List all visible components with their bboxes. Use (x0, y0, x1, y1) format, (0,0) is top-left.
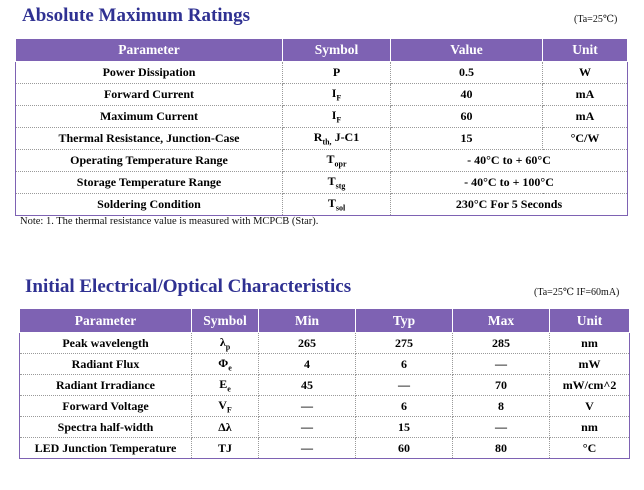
cell-symbol: Ee (191, 374, 259, 396)
cell-unit: W (542, 61, 628, 84)
table-row: Storage Temperature Range Tstg - 40°C to +… (15, 171, 628, 194)
cell-unit: nm (549, 416, 630, 438)
column-header-value: Value (390, 38, 543, 62)
table-header-row: Parameter Symbol Min Typ Max Unit (19, 308, 630, 333)
column-header-typ: Typ (355, 308, 453, 333)
cell-unit: V (549, 395, 630, 417)
cell-value: 15 (390, 127, 543, 150)
cell-unit: °C (549, 437, 630, 459)
cell-parameter: LED Junction Temperature (19, 437, 192, 459)
cell-symbol: Rth, J-C1 (282, 127, 391, 150)
thermal-note: Note: 1. The thermal resistance value is… (20, 216, 319, 227)
cell-symbol: P (282, 61, 391, 84)
cell-parameter: Peak wavelength (19, 332, 192, 354)
cell-typ: 275 (355, 332, 453, 354)
cell-min: — (258, 395, 356, 417)
cell-symbol: IF (282, 105, 391, 128)
cell-parameter: Thermal Resistance, Junction-Case (15, 127, 283, 150)
cell-typ: 6 (355, 395, 453, 417)
table-row: Operating Temperature Range Topr - 40°C to… (15, 149, 628, 172)
cell-symbol: Φe (191, 353, 259, 375)
cell-typ: 6 (355, 353, 453, 375)
cell-min: — (258, 437, 356, 459)
column-header-symbol: Symbol (191, 308, 259, 333)
cell-parameter: Soldering Condition (15, 193, 283, 216)
cell-parameter: Forward Current (15, 83, 283, 106)
cell-symbol: VF (191, 395, 259, 417)
cell-parameter: Forward Voltage (19, 395, 192, 417)
column-header-unit: Unit (542, 38, 628, 62)
cell-value: 40 (390, 83, 543, 106)
cell-value: 60 (390, 105, 543, 128)
column-header-unit: Unit (549, 308, 630, 333)
cell-symbol: Δλ (191, 416, 259, 438)
cell-min: 45 (258, 374, 356, 396)
cell-symbol: IF (282, 83, 391, 106)
cell-symbol: Tstg (282, 171, 391, 194)
table-row: Forward Current IF 40 mA (15, 83, 628, 106)
column-header-parameter: Parameter (19, 308, 192, 333)
table-row: Soldering Condition Tsol 230°C For 5 Secon… (15, 193, 628, 216)
cell-unit: nm (549, 332, 630, 354)
cell-symbol: TJ (191, 437, 259, 459)
cell-typ: 15 (355, 416, 453, 438)
table-row: Power Dissipation P 0.5 W (15, 61, 628, 84)
cell-min: 265 (258, 332, 356, 354)
cell-value: 230°C For 5 Seconds (390, 193, 628, 216)
cell-symbol: Tsol (282, 193, 391, 216)
column-header-max: Max (452, 308, 550, 333)
table-row: Spectra half-width Δλ —15— nm (19, 416, 630, 438)
cell-value: 0.5 (390, 61, 543, 84)
cell-max: 80 (452, 437, 550, 459)
table-row: Maximum Current IF 60 mA (15, 105, 628, 128)
condition-note: (Ta=25℃) (574, 14, 618, 25)
cell-parameter: Radiant Irradiance (19, 374, 192, 396)
cell-min: 4 (258, 353, 356, 375)
cell-unit: mW/cm^2 (549, 374, 630, 396)
cell-min: — (258, 416, 356, 438)
cell-parameter: Power Dissipation (15, 61, 283, 84)
column-header-symbol: Symbol (282, 38, 391, 62)
table-row: Forward Voltage VF —6 8 V (19, 395, 630, 417)
cell-max: — (452, 416, 550, 438)
cell-max: — (452, 353, 550, 375)
cell-max: 8 (452, 395, 550, 417)
column-header-min: Min (258, 308, 356, 333)
cell-parameter: Operating Temperature Range (15, 149, 283, 172)
cell-parameter: Radiant Flux (19, 353, 192, 375)
table-header-row: Parameter Symbol Value Unit (15, 38, 628, 62)
cell-parameter: Maximum Current (15, 105, 283, 128)
table-row: Thermal Resistance, Junction-Case Rth, J-… (15, 127, 628, 150)
table-row: Radiant Irradiance Ee 45—70 mW/cm^2 (19, 374, 630, 396)
cell-unit: mW (549, 353, 630, 375)
table-row: Peak wavelength λp 265 275 285 nm (19, 332, 630, 354)
cell-value: - 40°C to + 60°C (390, 149, 628, 172)
cell-parameter: Spectra half-width (19, 416, 192, 438)
cell-unit: mA (542, 83, 628, 106)
cell-parameter: Storage Temperature Range (15, 171, 283, 194)
cell-unit: mA (542, 105, 628, 128)
cell-value: - 40°C to + 100°C (390, 171, 628, 194)
electrical-optical-table: Parameter Symbol Min Typ Max Unit Peak wavele… (19, 308, 630, 459)
absolute-max-ratings-table: Parameter Symbol Value Unit Power Dissipati… (15, 38, 628, 216)
cell-symbol: λp (191, 332, 259, 354)
cell-unit: °C/W (542, 127, 628, 150)
cell-symbol: Topr (282, 149, 391, 172)
section-title-absolute-max: Absolute Maximum Ratings (22, 5, 251, 26)
cell-typ: — (355, 374, 453, 396)
cell-max: 285 (452, 332, 550, 354)
condition-note: (Ta=25℃ IF=60mA) (534, 287, 620, 298)
column-header-parameter: Parameter (15, 38, 283, 62)
table-row: Radiant Flux Φe 4 6— mW (19, 353, 630, 375)
cell-max: 70 (452, 374, 550, 396)
section-title-electrical-optical: Initial Electrical/Optical Characteristi… (25, 276, 352, 297)
table-row: LED Junction Temperature TJ —60 80 °C (19, 437, 630, 459)
cell-typ: 60 (355, 437, 453, 459)
